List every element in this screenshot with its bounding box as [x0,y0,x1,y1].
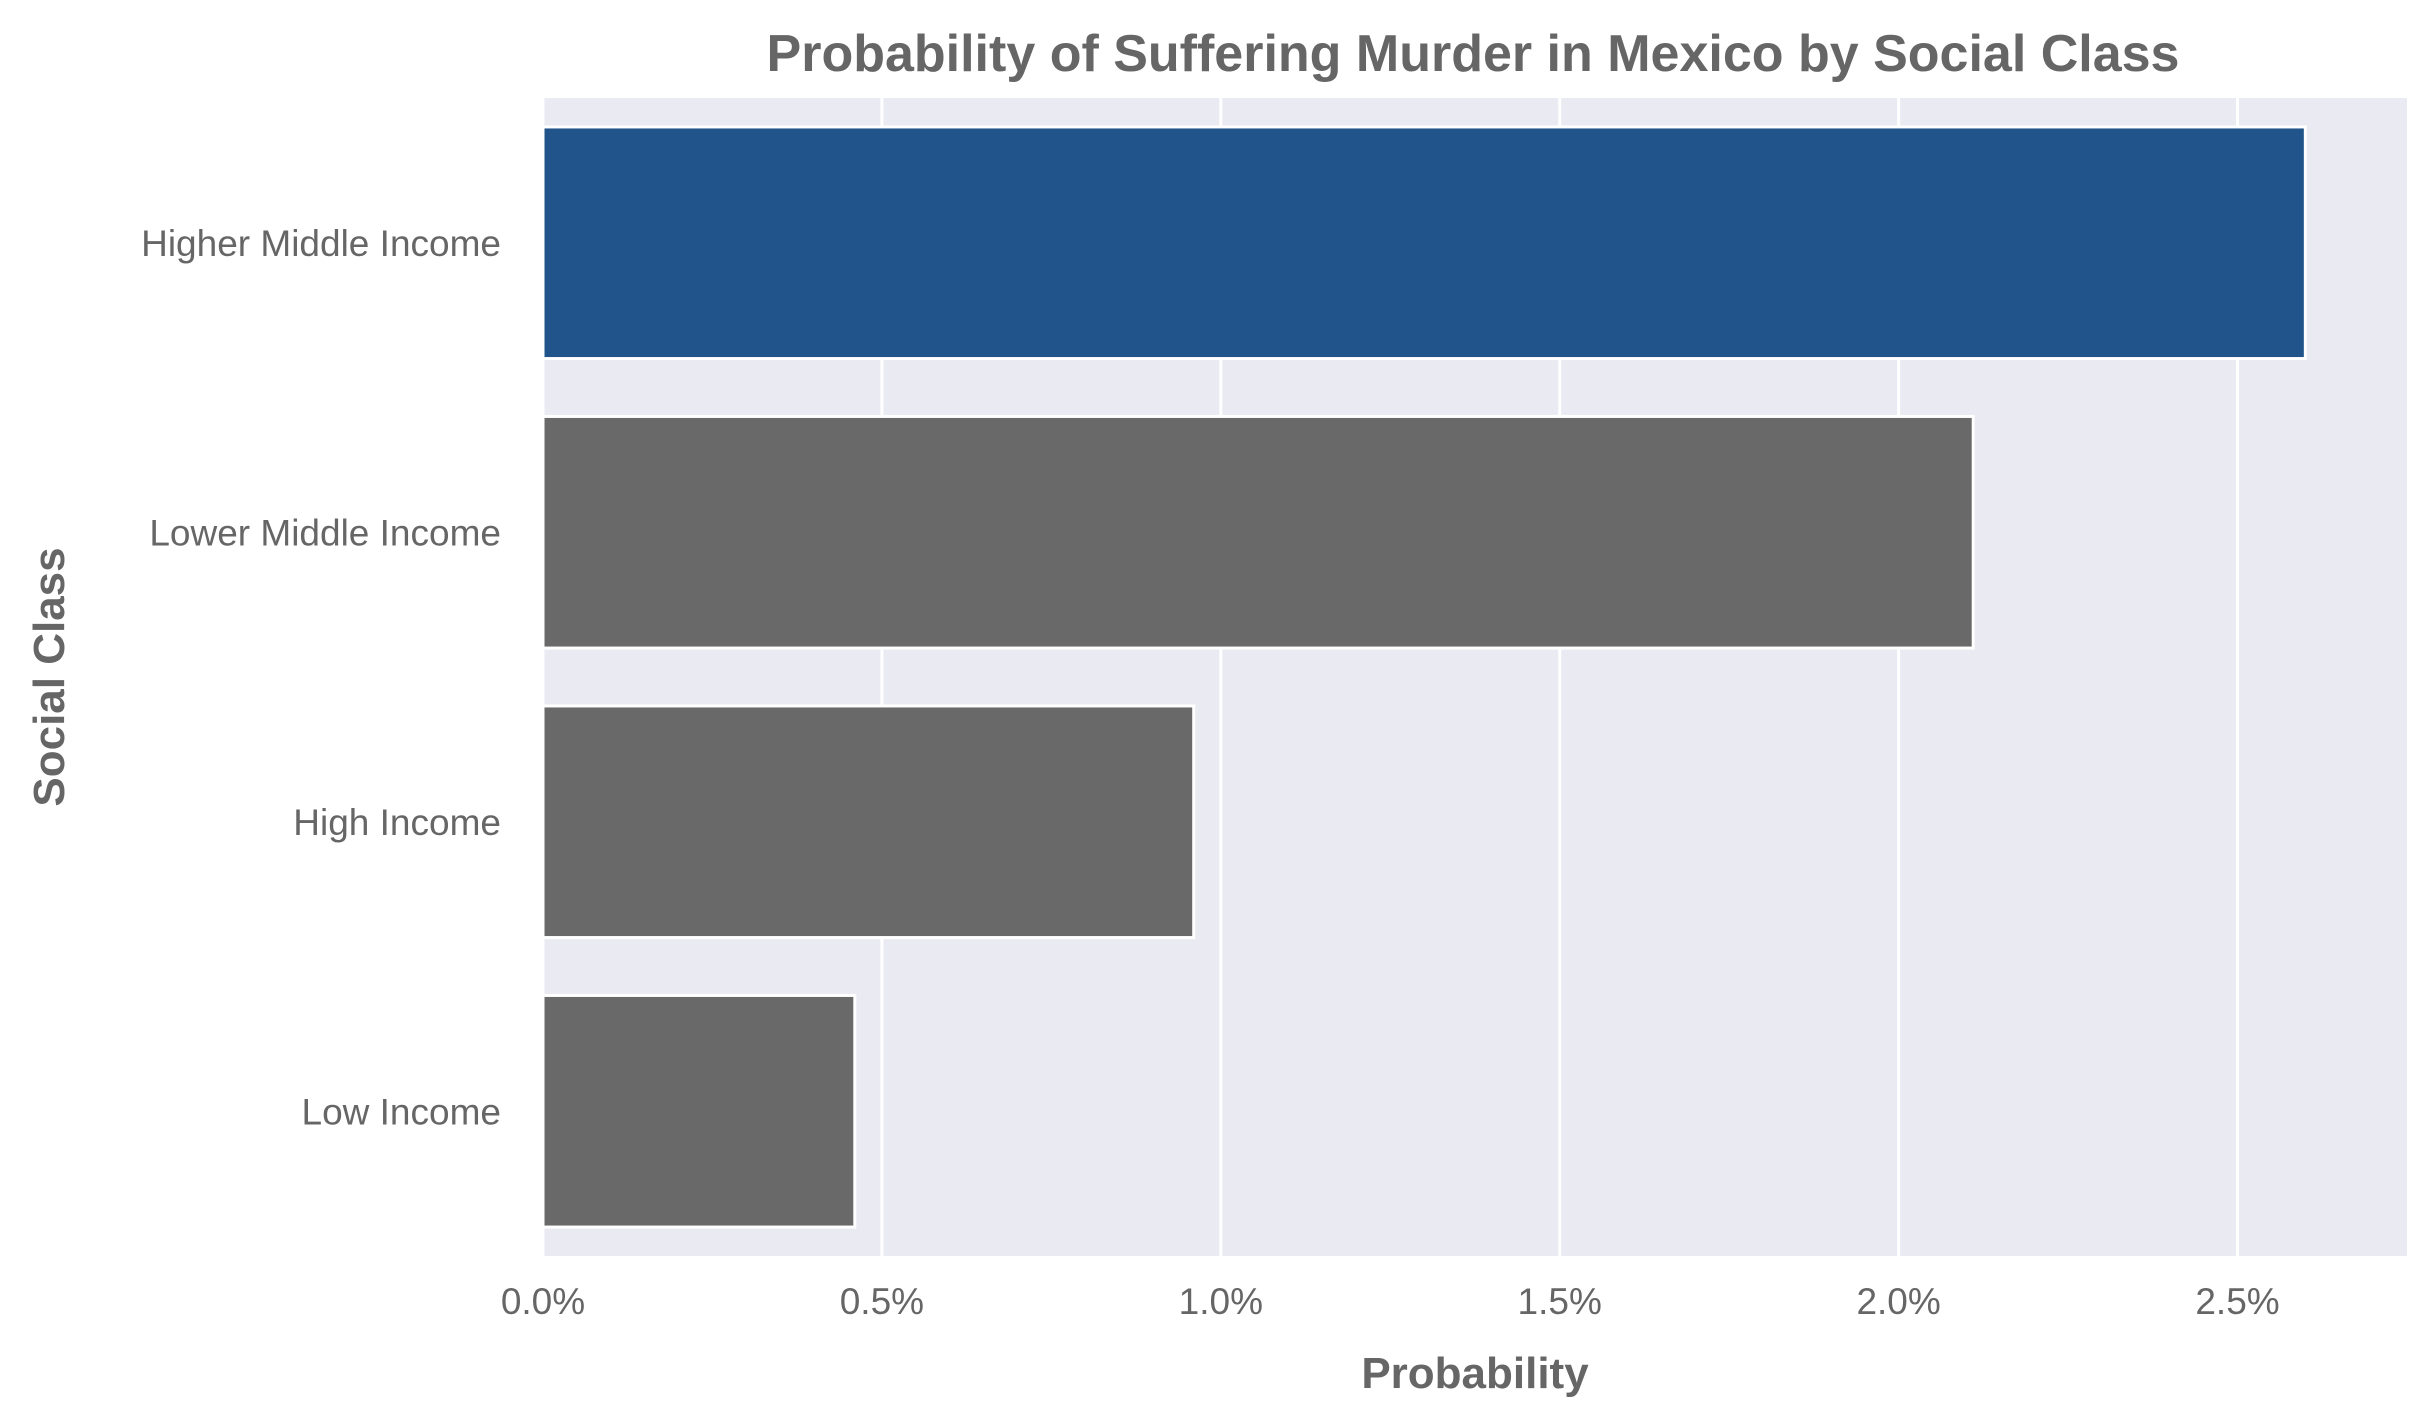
x-axis-label: Probability [1361,1349,1589,1398]
chart-title: Probability of Suffering Murder in Mexic… [767,25,2180,83]
x-tick-label: 0.5% [840,1281,924,1322]
x-tick-labels: 0.0% 0.5% 1.0% 1.5% 2.0% 2.5% [501,1281,2280,1322]
x-tick-label: 1.0% [1179,1281,1263,1322]
y-tick-label: High Income [293,802,501,843]
bars [541,125,2307,1229]
y-tick-label: Low Income [302,1091,502,1132]
bar-lower-middle-income [541,414,1975,650]
y-tick-labels: Higher Middle Income Lower Middle Income H… [141,223,501,1133]
x-tick-label: 1.5% [1518,1281,1602,1322]
x-tick-label: 0.0% [501,1281,585,1322]
bar-low-income [541,993,857,1229]
x-tick-label: 2.0% [1856,1281,1940,1322]
y-tick-label: Lower Middle Income [149,512,501,553]
y-axis-label: Social Class [25,547,74,806]
bar-higher-middle-income [541,125,2307,361]
y-tick-label: Higher Middle Income [141,223,501,264]
bar-high-income [541,704,1196,940]
x-tick-label: 2.5% [2195,1281,2279,1322]
